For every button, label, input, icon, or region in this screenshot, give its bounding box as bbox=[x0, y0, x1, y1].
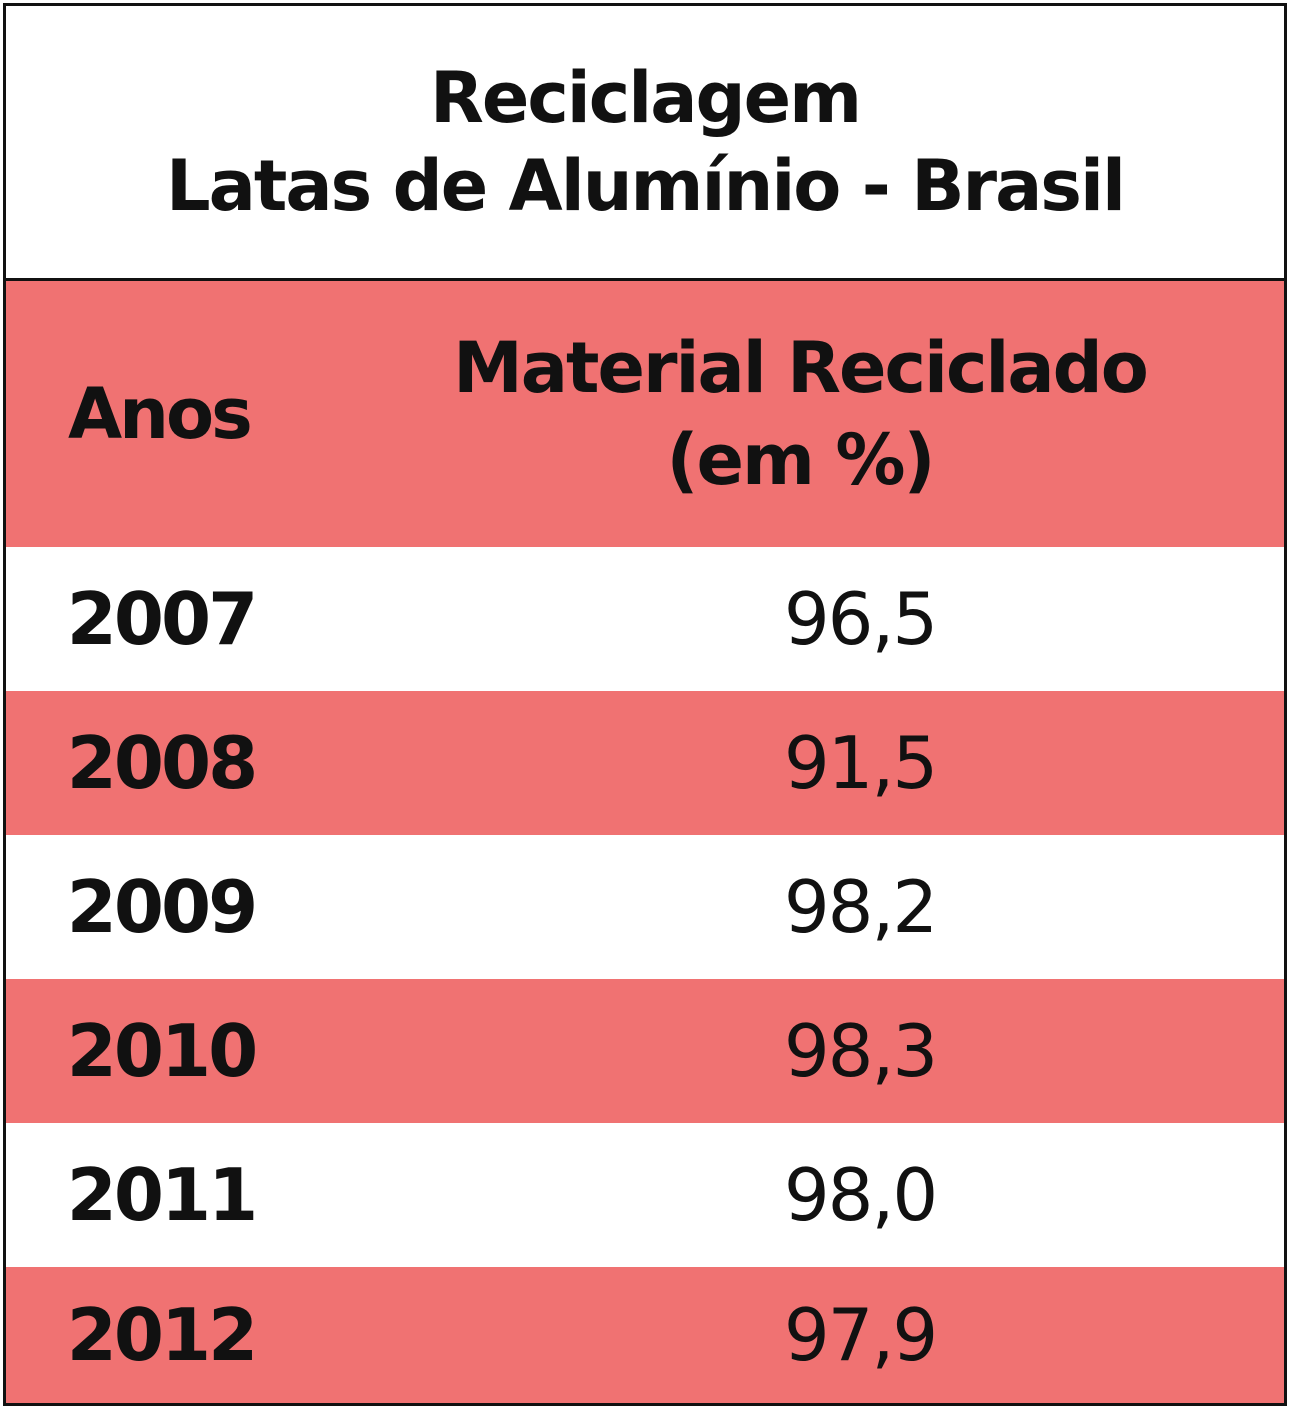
year-cell: 2007 bbox=[6, 547, 316, 691]
table-row: 2012 97,9 bbox=[6, 1267, 1284, 1403]
recycled-percent-value: 98,3 bbox=[783, 1009, 938, 1093]
table-row: 2009 98,2 bbox=[6, 835, 1284, 979]
table-title-line-1: Reciclagem bbox=[429, 57, 862, 139]
table-title-line-2: Latas de Alumínio - Brasil bbox=[166, 145, 1126, 227]
year-label: 2008 bbox=[66, 721, 258, 805]
year-cell: 2009 bbox=[6, 835, 316, 979]
recycling-table: Reciclagem Latas de Alumínio - Brasil An… bbox=[3, 3, 1287, 1406]
recycled-percent-value: 98,2 bbox=[783, 865, 938, 949]
recycled-percent-value: 97,9 bbox=[783, 1293, 938, 1377]
value-cell: 96,5 bbox=[316, 547, 1284, 691]
year-label: 2012 bbox=[66, 1293, 258, 1377]
value-cell: 91,5 bbox=[316, 691, 1284, 835]
table-row: 2007 96,5 bbox=[6, 547, 1284, 691]
year-label: 2009 bbox=[66, 865, 258, 949]
table-row: 2011 98,0 bbox=[6, 1123, 1284, 1267]
header-cell-value: Material Reciclado (em %) bbox=[316, 281, 1284, 547]
value-cell: 98,2 bbox=[316, 835, 1284, 979]
year-cell: 2012 bbox=[6, 1267, 316, 1403]
year-cell: 2010 bbox=[6, 979, 316, 1123]
header-row: Anos Material Reciclado (em %) bbox=[6, 281, 1284, 547]
recycled-percent-value: 91,5 bbox=[783, 721, 938, 805]
recycled-percent-value: 96,5 bbox=[783, 577, 938, 661]
year-cell: 2011 bbox=[6, 1123, 316, 1267]
recycled-percent-value: 98,0 bbox=[783, 1153, 938, 1237]
year-label: 2010 bbox=[66, 1009, 258, 1093]
header-value-label-line-2: (em %) bbox=[666, 419, 936, 501]
table-row: 2008 91,5 bbox=[6, 691, 1284, 835]
table-row: 2010 98,3 bbox=[6, 979, 1284, 1123]
year-label: 2011 bbox=[66, 1153, 258, 1237]
value-cell: 98,3 bbox=[316, 979, 1284, 1123]
header-cell-years: Anos bbox=[6, 281, 316, 547]
header-years-label: Anos bbox=[68, 373, 253, 455]
year-cell: 2008 bbox=[6, 691, 316, 835]
year-label: 2007 bbox=[66, 577, 258, 661]
value-cell: 98,0 bbox=[316, 1123, 1284, 1267]
table-title-cell: Reciclagem Latas de Alumínio - Brasil bbox=[6, 6, 1284, 281]
value-cell: 97,9 bbox=[316, 1267, 1284, 1403]
header-value-label-line-1: Material Reciclado bbox=[453, 327, 1149, 409]
